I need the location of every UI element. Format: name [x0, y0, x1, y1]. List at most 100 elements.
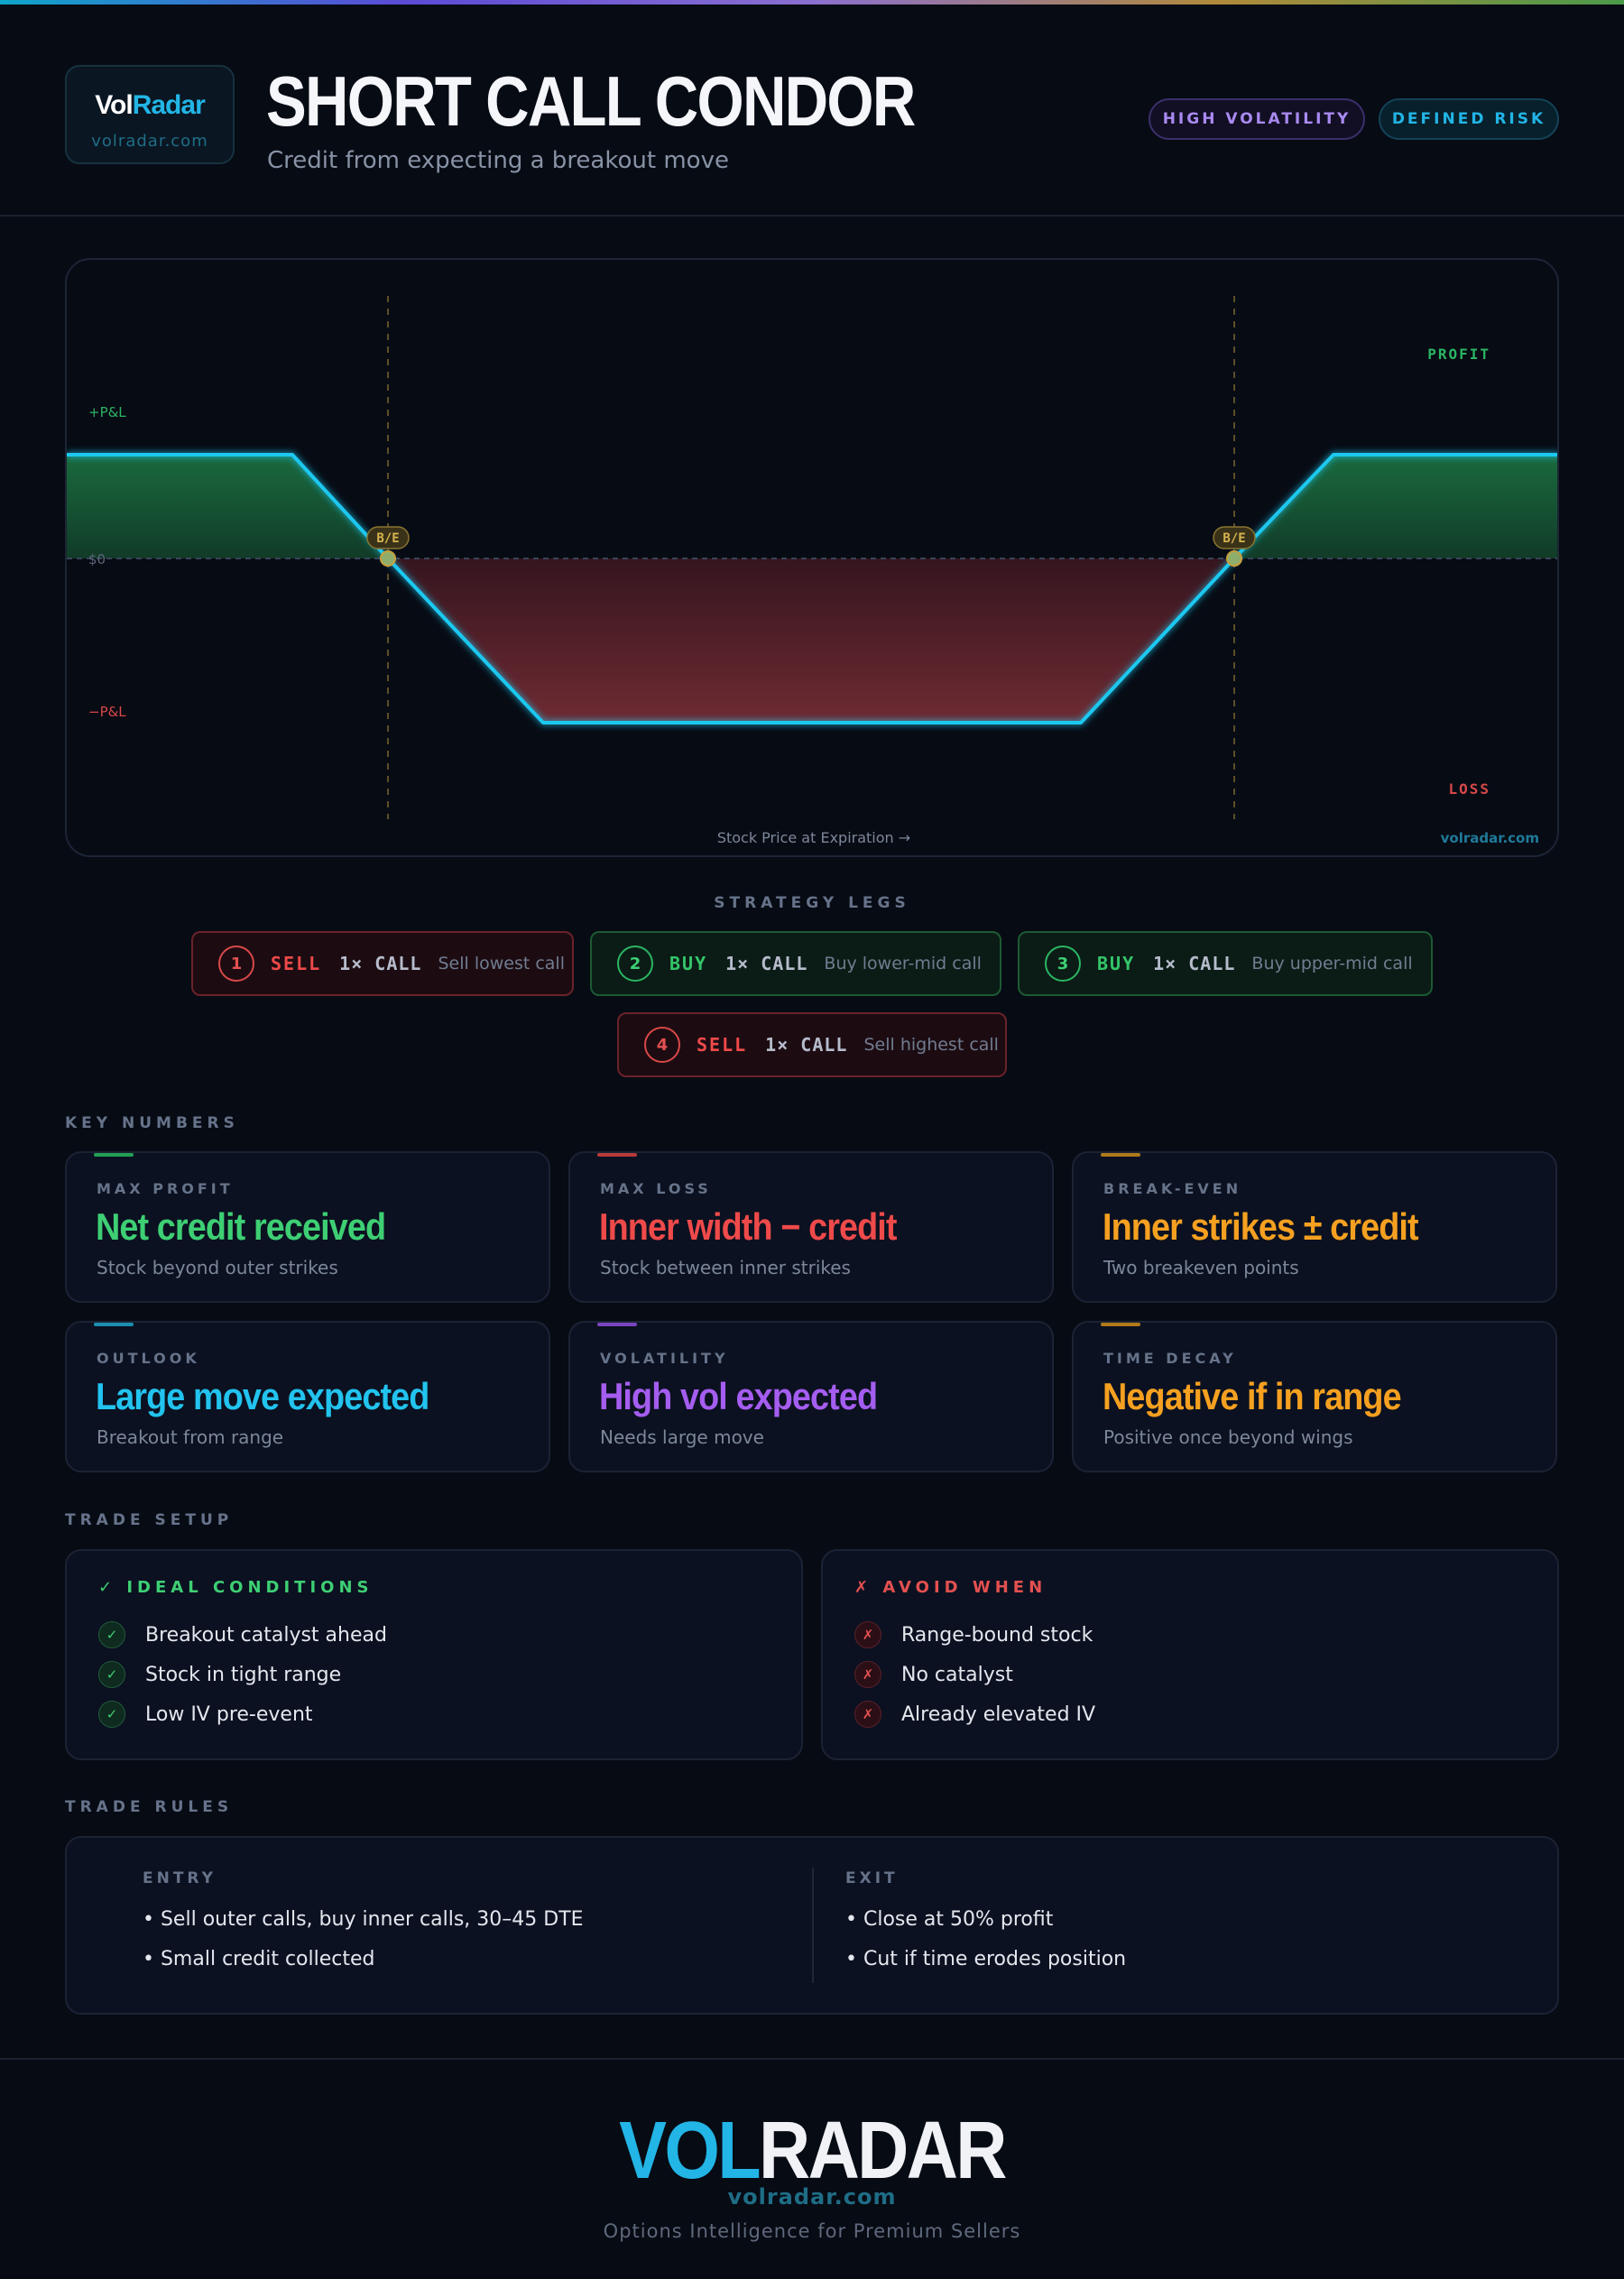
- loss-region: [388, 558, 1234, 723]
- logo-vol-text: Vol: [95, 90, 132, 120]
- leg-2: 2 BUY 1× CALL Buy lower-mid call: [590, 931, 1001, 996]
- card-value: Inner width − credit: [599, 1205, 897, 1249]
- legs-section-label: STRATEGY LEGS: [0, 894, 1624, 912]
- chart-watermark: volradar.com: [1441, 830, 1539, 846]
- card-accent: [597, 1323, 637, 1326]
- profit-label: PROFIT: [1427, 346, 1490, 363]
- x-axis-label: Stock Price at Expiration →: [717, 829, 910, 846]
- avoid-when-title: ✗ AVOID WHEN: [854, 1578, 1047, 1597]
- avoid-when-panel: ✗ AVOID WHEN ✗ Range-bound stock ✗ No cata…: [821, 1549, 1559, 1760]
- breakeven-point-right: [1227, 551, 1241, 566]
- footer-logo-radar: RADAR: [759, 2106, 1005, 2196]
- card-value: Net credit received: [96, 1205, 385, 1249]
- leg-description: Sell highest call: [863, 1035, 999, 1055]
- ideal-item-text: Low IV pre-event: [145, 1703, 313, 1726]
- pos-pl-label: +P&L: [88, 404, 126, 420]
- leg-description: Buy upper-mid call: [1251, 954, 1412, 973]
- card-subtext: Stock beyond outer strikes: [97, 1257, 338, 1278]
- brand-logo[interactable]: VolRadar volradar.com: [65, 65, 235, 164]
- avoid-item-text: Already elevated IV: [901, 1703, 1095, 1726]
- card-label: VOLATILITY: [600, 1350, 729, 1367]
- loss-label: LOSS: [1448, 780, 1490, 798]
- leg-action: SELL: [271, 953, 321, 974]
- payoff-diagram: B/E B/E +P&L $0 −P&L PROFIT LOSS Stock P…: [65, 258, 1559, 857]
- check-icon: ✓: [98, 1701, 125, 1728]
- leg-action: SELL: [697, 1034, 747, 1056]
- page-subtitle: Credit from expecting a breakout move: [267, 147, 729, 174]
- leg-quantity: 1× CALL: [765, 1034, 847, 1056]
- leg-3: 3 BUY 1× CALL Buy upper-mid call: [1018, 931, 1433, 996]
- card-outlook: OUTLOOK Large move expected Breakout fro…: [65, 1321, 550, 1472]
- card-break-even: BREAK-EVEN Inner strikes ± credit Two br…: [1072, 1151, 1557, 1303]
- zero-label: $0: [88, 551, 106, 567]
- card-accent: [94, 1153, 134, 1157]
- cross-icon: ✗: [854, 1621, 881, 1648]
- card-max-profit: MAX PROFIT Net credit received Stock bey…: [65, 1151, 550, 1303]
- leg-number: 1: [218, 946, 254, 982]
- card-label: OUTLOOK: [97, 1350, 200, 1367]
- leg-4: 4 SELL 1× CALL Sell highest call: [617, 1012, 1007, 1077]
- card-subtext: Positive once beyond wings: [1103, 1426, 1353, 1448]
- badge-high-volatility: HIGH VOLATILITY: [1149, 98, 1365, 140]
- card-label: TIME DECAY: [1103, 1350, 1237, 1367]
- check-icon: ✓: [98, 1621, 125, 1648]
- card-value: High vol expected: [599, 1375, 877, 1418]
- entry-title: ENTRY: [143, 1869, 217, 1887]
- card-value: Inner strikes ± credit: [1103, 1205, 1418, 1249]
- breakeven-point-left: [381, 551, 395, 566]
- ideal-conditions-panel: ✓ IDEAL CONDITIONS ✓ Breakout catalyst ah…: [65, 1549, 803, 1760]
- leg-number: 3: [1045, 946, 1081, 982]
- footer: VOLRADAR volradar.com Options Intelligen…: [0, 2058, 1624, 2279]
- key-numbers-label: KEY NUMBERS: [65, 1114, 239, 1132]
- leg-description: Buy lower-mid call: [824, 954, 981, 973]
- leg-number: 4: [644, 1027, 680, 1063]
- trade-rules-label: TRADE RULES: [65, 1798, 233, 1816]
- ideal-item: ✓ Breakout catalyst ahead: [98, 1621, 387, 1648]
- neg-pl-label: −P&L: [88, 704, 126, 720]
- check-icon: ✓: [98, 1661, 125, 1688]
- leg-quantity: 1× CALL: [725, 953, 807, 974]
- breakeven-label-left: B/E: [376, 531, 399, 546]
- leg-1: 1 SELL 1× CALL Sell lowest call: [191, 931, 574, 996]
- card-accent: [597, 1153, 637, 1157]
- card-volatility: VOLATILITY High vol expected Needs large…: [568, 1321, 1054, 1472]
- avoid-item: ✗ Range-bound stock: [854, 1621, 1093, 1648]
- leg-number: 2: [617, 946, 653, 982]
- rules-divider: [812, 1868, 814, 1983]
- ideal-item-text: Breakout catalyst ahead: [145, 1624, 387, 1647]
- entry-rule: • Small credit collected: [143, 1948, 375, 1970]
- card-subtext: Stock between inner strikes: [600, 1257, 851, 1278]
- logo-url: volradar.com: [67, 132, 233, 151]
- cross-icon: ✗: [854, 1701, 881, 1728]
- card-value: Large move expected: [96, 1375, 429, 1418]
- exit-title: EXIT: [845, 1869, 899, 1887]
- ideal-conditions-title: ✓ IDEAL CONDITIONS: [98, 1578, 373, 1597]
- leg-description: Sell lowest call: [438, 954, 565, 973]
- breakeven-label-right: B/E: [1223, 531, 1245, 546]
- avoid-item-text: No catalyst: [901, 1664, 1013, 1686]
- avoid-item: ✗ No catalyst: [854, 1661, 1013, 1688]
- logo-radar-text: Radar: [133, 90, 205, 120]
- entry-rule: • Sell outer calls, buy inner calls, 30–…: [143, 1908, 584, 1931]
- trade-setup-label: TRADE SETUP: [65, 1511, 233, 1529]
- payoff-svg: B/E B/E +P&L $0 −P&L PROFIT LOSS Stock P…: [67, 260, 1559, 857]
- page-title: SHORT CALL CONDOR: [266, 60, 915, 143]
- card-value: Negative if in range: [1103, 1375, 1401, 1418]
- card-subtext: Breakout from range: [97, 1426, 283, 1448]
- exit-rule: • Close at 50% profit: [845, 1908, 1053, 1931]
- footer-url[interactable]: volradar.com: [0, 2184, 1624, 2210]
- leg-action: BUY: [1097, 953, 1135, 974]
- leg-quantity: 1× CALL: [339, 953, 421, 974]
- footer-tagline: Options Intelligence for Premium Sellers: [0, 2220, 1624, 2242]
- card-accent: [1101, 1323, 1140, 1326]
- leg-action: BUY: [669, 953, 707, 974]
- card-accent: [1101, 1153, 1140, 1157]
- card-subtext: Two breakeven points: [1103, 1257, 1299, 1278]
- card-max-loss: MAX LOSS Inner width − credit Stock betw…: [568, 1151, 1054, 1303]
- footer-logo-vol: VOL: [619, 2106, 759, 2196]
- cross-icon: ✗: [854, 1661, 881, 1688]
- exit-rule: • Cut if time erodes position: [845, 1948, 1126, 1970]
- avoid-item: ✗ Already elevated IV: [854, 1701, 1095, 1728]
- badge-defined-risk: DEFINED RISK: [1379, 98, 1559, 140]
- card-label: MAX PROFIT: [97, 1180, 234, 1197]
